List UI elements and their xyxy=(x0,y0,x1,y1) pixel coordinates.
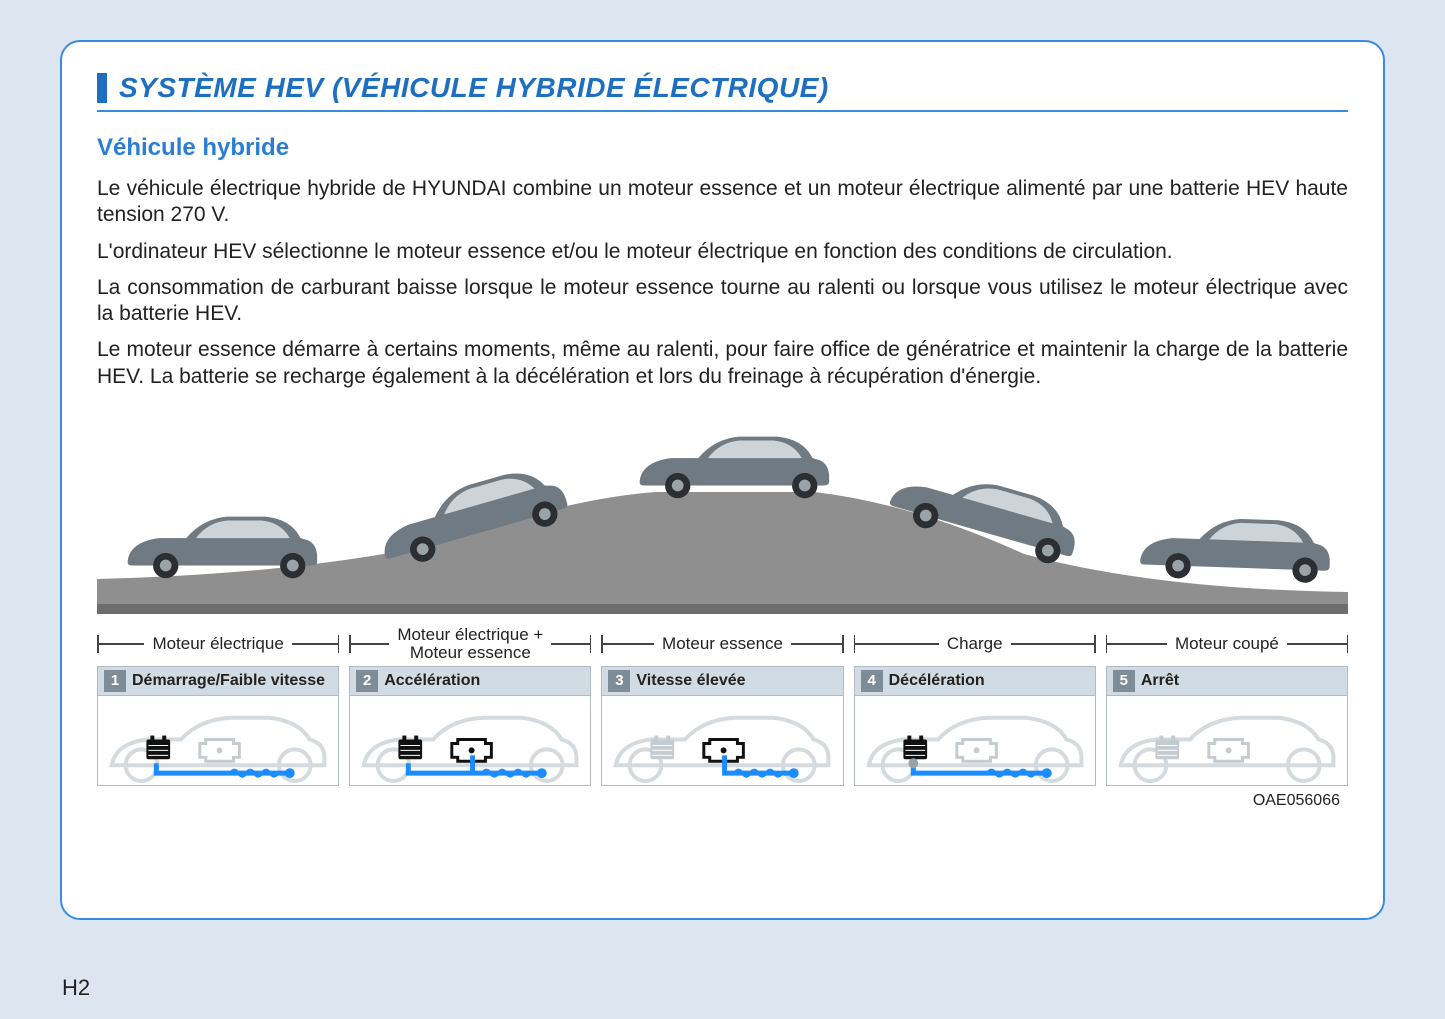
figure-code: OAE056066 xyxy=(97,792,1348,810)
stage-number: 1 xyxy=(104,670,126,692)
powertrain-diagram xyxy=(1107,696,1347,785)
mode-bracket: Moteur essence xyxy=(601,622,843,666)
mode-bracket: Moteur électrique xyxy=(97,622,339,666)
phase-column: Moteur essence 3 Vitesse élevée xyxy=(601,622,843,786)
paragraph: Le véhicule électrique hybride de HYUNDA… xyxy=(97,176,1348,229)
hill-car xyxy=(1121,499,1339,599)
stage-header: 2 Accélération xyxy=(349,666,591,696)
stage-header: 4 Décélération xyxy=(854,666,1096,696)
mode-bracket: Moteur coupé xyxy=(1106,622,1348,666)
stage-diagram-box xyxy=(601,696,843,786)
hill-car xyxy=(622,421,837,514)
hill-car xyxy=(110,501,325,594)
stage-title: Accélération xyxy=(384,672,480,690)
paragraph: L'ordinateur HEV sélectionne le moteur e… xyxy=(97,239,1348,265)
stage-diagram-box xyxy=(1106,696,1348,786)
mode-label: Charge xyxy=(939,635,1011,653)
section-title-row: SYSTÈME HEV (VÉHICULE HYBRIDE ÉLECTRIQUE… xyxy=(97,72,1348,112)
phase-columns: Moteur électrique 1 Démarrage/Faible vit… xyxy=(97,622,1348,786)
stage-header: 1 Démarrage/Faible vitesse xyxy=(97,666,339,696)
stage-title: Démarrage/Faible vitesse xyxy=(132,672,325,690)
paragraph: La consommation de carburant baisse lors… xyxy=(97,275,1348,328)
title-accent-bar xyxy=(97,73,107,103)
stage-header: 5 Arrêt xyxy=(1106,666,1348,696)
page-number: H2 xyxy=(62,975,90,1001)
car-icon xyxy=(110,501,325,589)
powertrain-diagram xyxy=(855,696,1095,785)
phase-column: Charge 4 Décélération xyxy=(854,622,1096,786)
car-icon xyxy=(1121,499,1339,594)
stage-header: 3 Vitesse élevée xyxy=(601,666,843,696)
mode-label: Moteur coupé xyxy=(1167,635,1287,653)
stage-title: Décélération xyxy=(889,672,985,690)
mode-bracket: Moteur électrique + Moteur essence xyxy=(349,622,591,666)
stage-number: 5 xyxy=(1113,670,1135,692)
stage-number: 3 xyxy=(608,670,630,692)
stage-diagram-box xyxy=(349,696,591,786)
mode-label: Moteur essence xyxy=(654,635,791,653)
page-card: SYSTÈME HEV (VÉHICULE HYBRIDE ÉLECTRIQUE… xyxy=(60,40,1385,920)
mode-label: Moteur électrique + Moteur essence xyxy=(389,626,551,662)
paragraph: Le moteur essence démarre à certains mom… xyxy=(97,337,1348,390)
stage-diagram-box xyxy=(854,696,1096,786)
phase-column: Moteur coupé 5 Arrêt xyxy=(1106,622,1348,786)
mode-label: Moteur électrique xyxy=(144,635,291,653)
powertrain-diagram xyxy=(350,696,590,785)
mode-bracket: Charge xyxy=(854,622,1096,666)
subsection-title: Véhicule hybride xyxy=(97,134,1348,162)
phase-column: Moteur électrique 1 Démarrage/Faible vit… xyxy=(97,622,339,786)
stage-number: 2 xyxy=(356,670,378,692)
stage-number: 4 xyxy=(861,670,883,692)
stage-diagram-box xyxy=(97,696,339,786)
powertrain-diagram xyxy=(98,696,338,785)
stage-title: Vitesse élevée xyxy=(636,672,745,690)
hill-illustration xyxy=(97,414,1348,614)
section-title: SYSTÈME HEV (VÉHICULE HYBRIDE ÉLECTRIQUE… xyxy=(119,72,829,104)
powertrain-diagram xyxy=(602,696,842,785)
car-icon xyxy=(622,421,837,509)
stage-title: Arrêt xyxy=(1141,672,1179,690)
phase-column: Moteur électrique + Moteur essence 2 Acc… xyxy=(349,622,591,786)
